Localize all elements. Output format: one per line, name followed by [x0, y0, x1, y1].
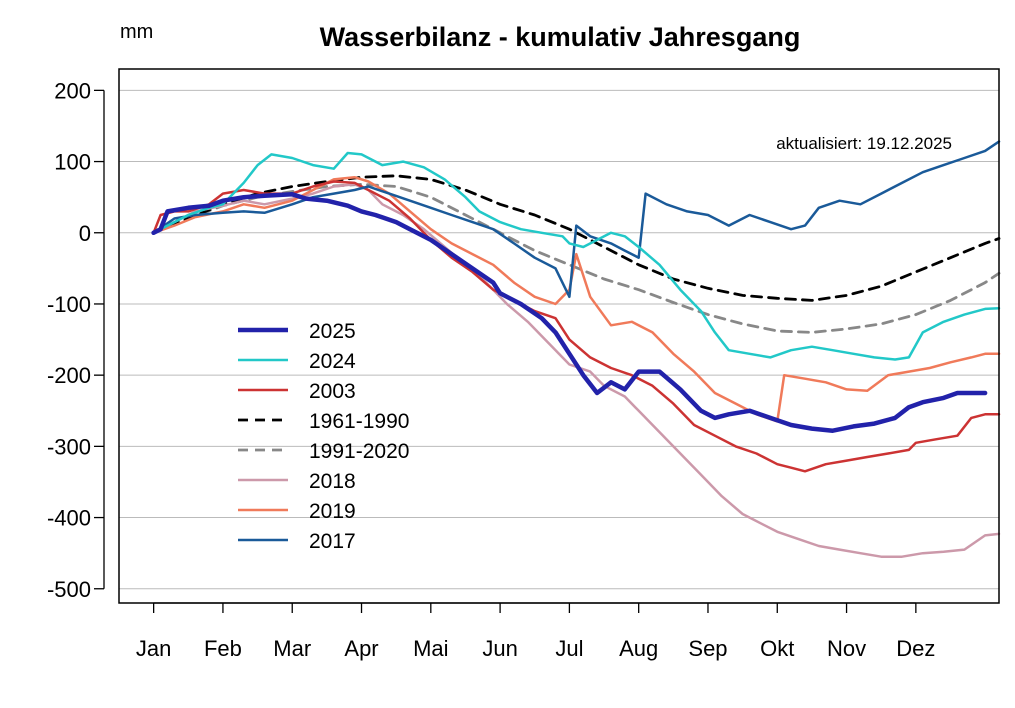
x-tick-label: Apr — [344, 636, 378, 661]
update-note: aktualisiert: 19.12.2025 — [776, 134, 952, 153]
y-axis-unit: mm — [120, 21, 153, 43]
x-tick-label: Jul — [555, 636, 583, 661]
y-tick-label: -500 — [47, 577, 91, 602]
gridlines — [119, 89, 999, 590]
y-tick-label: 0 — [79, 221, 91, 246]
x-tick-label: Okt — [760, 636, 794, 661]
x-tick-label: Aug — [619, 636, 658, 661]
y-tick-label: -300 — [47, 434, 91, 459]
series-line-1961-1990 — [152, 174, 1001, 302]
y-tick-label: -400 — [47, 506, 91, 531]
legend: 2025 2024 2003 1961-1990 1991-2020 2018 2019 20… — [238, 320, 409, 553]
series-line-2025 — [151, 192, 988, 433]
y-tick-label: -200 — [47, 363, 91, 388]
x-axis: Jan Feb Mar Apr Mai Jun Jul Aug Sep Okt Nov Dez — [136, 602, 935, 661]
legend-label: 2019 — [309, 500, 356, 523]
y-tick-label: 200 — [54, 78, 91, 103]
series-line-1991-2020 — [152, 182, 1001, 334]
series-lines — [151, 140, 1001, 558]
x-tick-label: Nov — [827, 636, 866, 661]
x-tick-label: Mar — [273, 636, 311, 661]
x-tick-label: Feb — [204, 636, 242, 661]
series-line-2019 — [152, 175, 1001, 423]
chart-title: Wasserbilanz - kumulativ Jahresgang — [320, 22, 801, 52]
series-line-2017 — [152, 140, 1001, 299]
x-tick-label: Jan — [136, 636, 171, 661]
series-line-2024 — [152, 151, 1001, 361]
x-tick-label: Mai — [413, 636, 448, 661]
x-tick-label: Dez — [896, 636, 935, 661]
legend-label: 2003 — [309, 380, 356, 403]
series-line-2018 — [152, 183, 1001, 558]
legend-label: 2024 — [309, 350, 356, 373]
y-tick-label: 100 — [54, 150, 91, 175]
legend-label: 2017 — [309, 530, 356, 553]
x-tick-label: Sep — [688, 636, 727, 661]
x-tick-label: Jun — [482, 636, 517, 661]
legend-label: 1991-2020 — [309, 440, 409, 463]
legend-label: 2018 — [309, 470, 356, 493]
legend-label: 2025 — [309, 320, 356, 343]
legend-label: 1961-1990 — [309, 410, 409, 433]
plot-frame — [118, 68, 1000, 604]
y-tick-label: -100 — [47, 292, 91, 317]
y-axis: 200 100 0 -100 -200 -300 -400 -500 — [47, 78, 105, 602]
